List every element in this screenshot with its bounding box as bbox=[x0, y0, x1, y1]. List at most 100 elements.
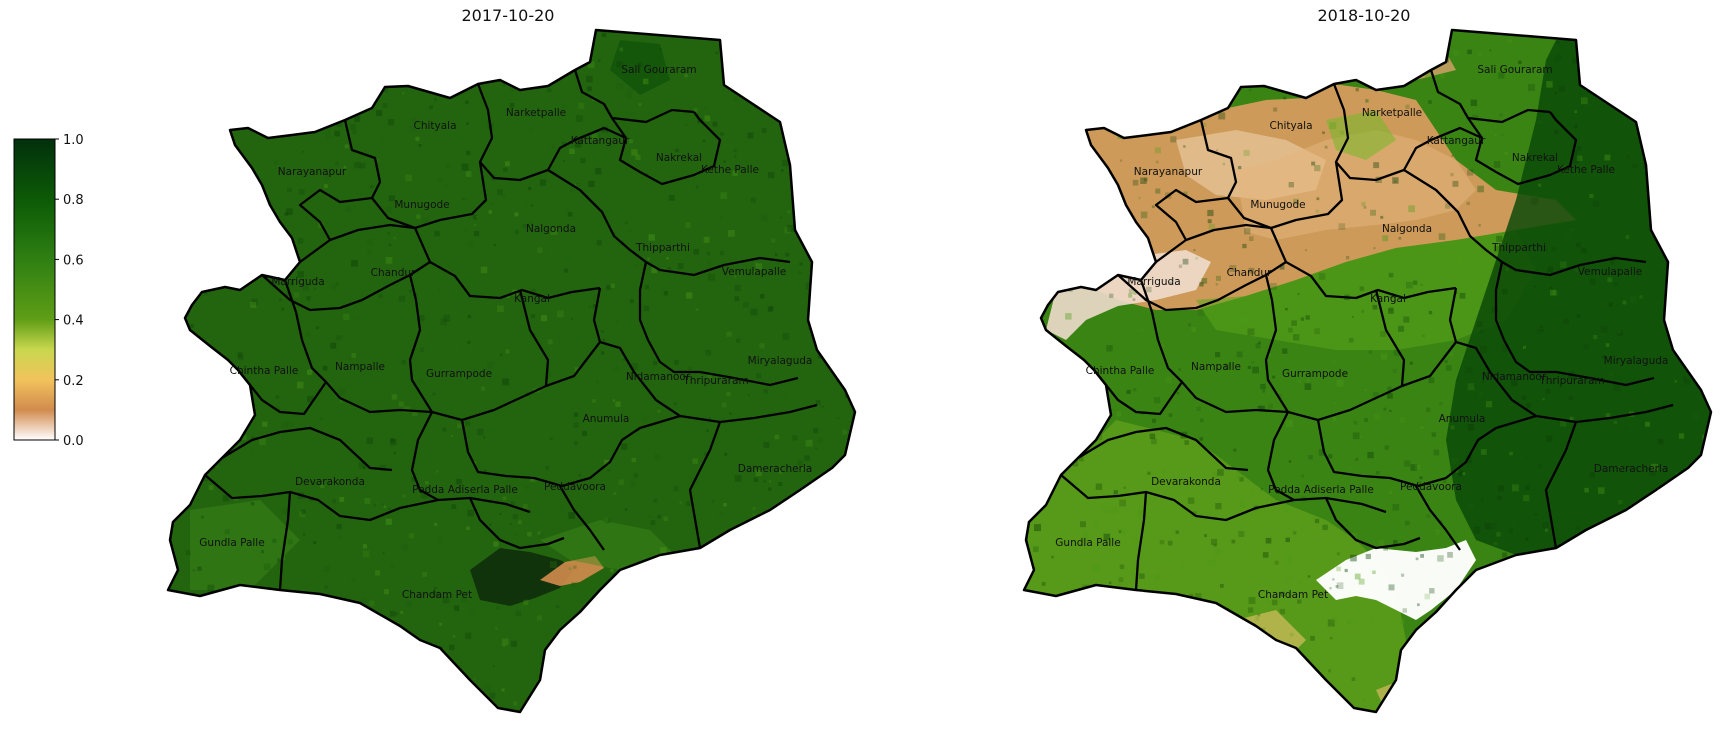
texture-pixel bbox=[235, 701, 239, 705]
texture-pixel bbox=[251, 451, 254, 454]
texture-pixel bbox=[1378, 539, 1385, 546]
texture-pixel bbox=[613, 672, 617, 676]
texture-pixel bbox=[1412, 680, 1419, 687]
texture-pixel bbox=[1392, 369, 1397, 374]
mandal-boundary bbox=[414, 161, 488, 230]
texture-pixel bbox=[467, 509, 474, 517]
colorbar-tick-label: 0.2 bbox=[63, 374, 84, 389]
texture-pixel bbox=[1032, 350, 1037, 355]
texture-pixel bbox=[1062, 92, 1069, 100]
texture-pixel bbox=[280, 421, 288, 429]
texture-pixel bbox=[1024, 79, 1032, 86]
texture-pixel bbox=[604, 517, 609, 522]
mandal-boundary bbox=[1544, 421, 1578, 549]
texture-pixel bbox=[1708, 304, 1711, 307]
texture-pixel bbox=[1140, 211, 1148, 219]
mandal-boundary bbox=[559, 485, 605, 551]
texture-pixel bbox=[222, 494, 230, 502]
texture-pixel bbox=[1293, 198, 1299, 205]
mandal-label: Nakrekal bbox=[656, 152, 702, 164]
texture-pixel bbox=[813, 616, 820, 623]
texture-pixel bbox=[227, 689, 235, 697]
texture-pixel bbox=[1540, 245, 1547, 252]
texture-pixel bbox=[232, 185, 237, 191]
mandal-boundary bbox=[278, 491, 292, 591]
texture-pixel bbox=[1692, 190, 1697, 194]
texture-pixel bbox=[1092, 229, 1097, 234]
texture-pixel bbox=[497, 305, 504, 313]
texture-pixel bbox=[1478, 52, 1482, 56]
texture-pixel bbox=[253, 655, 256, 658]
texture-pixel bbox=[473, 368, 479, 374]
mandal-label: Thripuraram bbox=[682, 375, 748, 387]
texture-pixel bbox=[168, 464, 172, 472]
texture-pixel bbox=[355, 76, 358, 79]
texture-pixel bbox=[1549, 30, 1554, 35]
mandal-boundary bbox=[1077, 426, 1249, 472]
texture-pixel bbox=[351, 577, 356, 582]
texture-pixel bbox=[604, 517, 611, 524]
texture-pixel bbox=[343, 49, 349, 55]
texture-pixel bbox=[286, 421, 293, 428]
texture-pixel bbox=[1461, 711, 1467, 712]
texture-pixel bbox=[303, 533, 306, 536]
texture-pixel bbox=[1439, 402, 1443, 406]
texture-pixel bbox=[1217, 469, 1224, 476]
texture-pixel bbox=[1388, 272, 1394, 278]
texture-pixel bbox=[1497, 495, 1502, 501]
texture-pixel bbox=[1445, 203, 1451, 209]
texture-pixel bbox=[1436, 529, 1439, 532]
texture-pixel bbox=[1137, 510, 1144, 517]
texture-pixel bbox=[728, 711, 732, 712]
texture-pixel bbox=[1228, 643, 1235, 650]
texture-pixel bbox=[1105, 177, 1108, 180]
texture-pixel bbox=[381, 137, 384, 141]
texture-pixel bbox=[242, 435, 247, 440]
texture-pixel bbox=[1188, 71, 1191, 74]
colorbar-tick-label: 1.0 bbox=[63, 133, 84, 148]
texture-pixel bbox=[398, 295, 406, 302]
texture-pixel bbox=[1426, 407, 1431, 412]
texture-pixel bbox=[1372, 304, 1378, 310]
texture-pixel bbox=[1037, 555, 1041, 559]
texture-pixel bbox=[287, 187, 292, 193]
texture-pixel bbox=[1108, 366, 1111, 369]
texture-pixel bbox=[550, 680, 555, 685]
texture-pixel bbox=[1130, 534, 1137, 541]
texture-pixel bbox=[821, 405, 824, 408]
texture-pixel bbox=[1680, 652, 1684, 655]
texture-pixel bbox=[358, 461, 366, 469]
texture-pixel bbox=[792, 435, 798, 441]
panel-title-2017: 2017-10-20 bbox=[461, 6, 555, 25]
texture-pixel bbox=[1453, 50, 1460, 57]
texture-pixel bbox=[287, 539, 293, 545]
texture-pixel bbox=[1140, 177, 1147, 184]
texture-pixel bbox=[1315, 209, 1320, 214]
texture-pixel bbox=[1086, 177, 1090, 181]
texture-pixel bbox=[228, 221, 236, 228]
texture-pixel bbox=[632, 658, 639, 665]
texture-pixel bbox=[1420, 554, 1424, 558]
texture-pixel bbox=[569, 188, 575, 193]
texture-pixel bbox=[1668, 584, 1672, 588]
texture-pixel bbox=[787, 210, 791, 214]
texture-pixel bbox=[813, 428, 819, 434]
mandal-label: Nampalle bbox=[335, 361, 385, 373]
texture-pixel bbox=[790, 113, 797, 121]
texture-pixel bbox=[774, 253, 778, 256]
texture-pixel bbox=[662, 268, 666, 271]
texture-pixel bbox=[337, 535, 341, 539]
texture-pixel bbox=[335, 282, 339, 286]
texture-pixel bbox=[502, 496, 507, 501]
texture-pixel bbox=[361, 698, 368, 706]
texture-pixel bbox=[339, 696, 345, 702]
texture-pixel bbox=[1408, 700, 1414, 707]
texture-pixel bbox=[1402, 608, 1407, 613]
texture-pixel bbox=[1070, 265, 1076, 271]
texture-pixel bbox=[782, 333, 790, 340]
texture-pixel bbox=[219, 658, 226, 664]
texture-pixel bbox=[160, 349, 164, 353]
texture-pixel bbox=[1672, 594, 1675, 597]
texture-pixel bbox=[361, 597, 368, 603]
texture-pixel bbox=[1554, 91, 1558, 95]
